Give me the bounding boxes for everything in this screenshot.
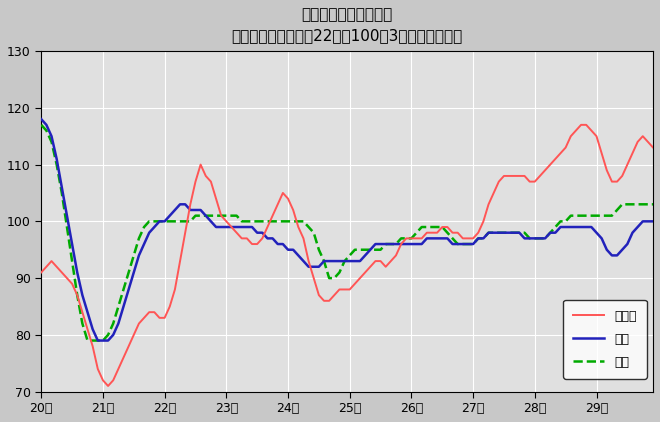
中国	[171, 208, 179, 213]
Line: 全国: 全国	[41, 125, 653, 341]
鳥取県	[37, 270, 45, 275]
全国	[207, 213, 215, 218]
鳥取県	[381, 264, 389, 269]
鳥取県	[639, 134, 647, 139]
中国	[634, 225, 642, 230]
全国	[526, 236, 534, 241]
鳥取県	[171, 287, 179, 292]
中国	[649, 219, 657, 224]
全国	[464, 241, 472, 246]
中国	[207, 219, 215, 224]
全国	[37, 122, 45, 127]
全国	[381, 241, 389, 246]
鳥取県	[207, 179, 215, 184]
Legend: 鳥取県, 中国, 全国: 鳥取県, 中国, 全国	[563, 300, 647, 379]
鳥取県	[649, 145, 657, 150]
中国	[37, 116, 45, 122]
Line: 鳥取県: 鳥取県	[41, 125, 653, 386]
全国	[649, 202, 657, 207]
鳥取県	[526, 179, 534, 184]
Line: 中国: 中国	[41, 119, 653, 341]
中国	[464, 241, 472, 246]
鳥取県	[464, 236, 472, 241]
全国	[84, 338, 92, 343]
鳥取県	[104, 384, 112, 389]
中国	[381, 241, 389, 246]
鳥取県	[577, 122, 585, 127]
Title: 鉱工業生産指数の推移
（季節調整済、平成22年＝100、3ヶ月移動平均）: 鉱工業生産指数の推移 （季節調整済、平成22年＝100、3ヶ月移動平均）	[232, 7, 463, 43]
全国	[171, 219, 179, 224]
中国	[526, 236, 534, 241]
全国	[634, 202, 642, 207]
中国	[94, 338, 102, 343]
